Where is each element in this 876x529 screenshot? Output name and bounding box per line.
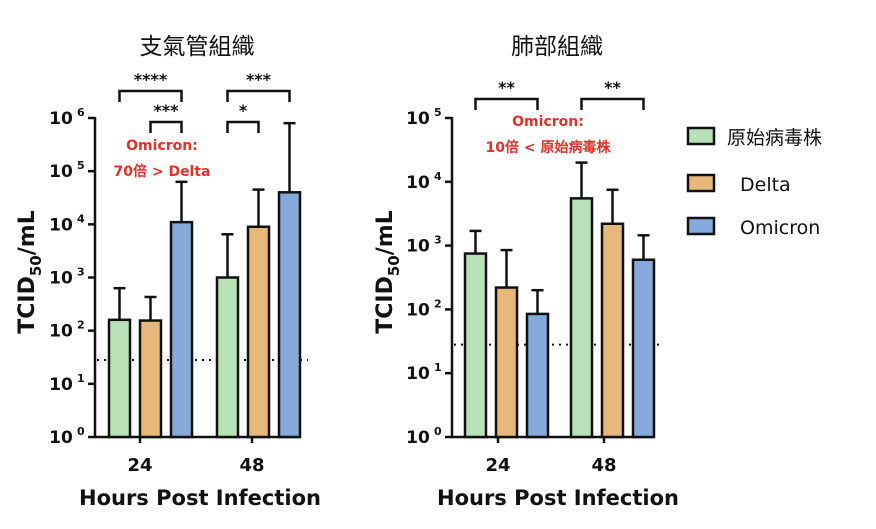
- significance-bracket: [580, 97, 645, 110]
- y-tick-label: 10: [49, 215, 73, 235]
- y-tick-exponent: 0: [434, 425, 442, 438]
- y-tick-exponent: 5: [77, 159, 85, 172]
- bar: [463, 252, 488, 439]
- panel-title: 支氣管組織: [140, 34, 255, 60]
- bar: [169, 220, 194, 439]
- significance-brackets: ** **: [474, 78, 645, 110]
- y-tick-label: 10: [49, 269, 73, 289]
- y-tick-exponent: 4: [77, 212, 85, 225]
- y-tick-label: 10: [406, 428, 430, 448]
- annotation-line-1: Omicron:: [126, 138, 198, 154]
- y-tick-label: 10: [49, 162, 73, 182]
- y-tick-exponent: 6: [77, 106, 85, 119]
- bars: [107, 121, 302, 439]
- bar: [246, 225, 271, 439]
- x-tick-label: 48: [239, 455, 264, 476]
- x-tick-label: 48: [591, 455, 616, 476]
- bar: [277, 191, 302, 439]
- x-axis-label: Hours Post Infection: [437, 486, 679, 510]
- y-tick-exponent: 2: [77, 319, 85, 332]
- y-tick-exponent: 1: [434, 361, 442, 374]
- annotation-line-1: Omicron:: [512, 114, 584, 130]
- annotation-line-2: 70倍 > Delta: [113, 163, 210, 180]
- y-tick-label: 10: [49, 375, 73, 395]
- y-tick-label: 10: [49, 109, 73, 129]
- panel-title: 肺部組織: [511, 34, 603, 60]
- x-axis-label: Hours Post Infection: [79, 486, 321, 510]
- y-tick-exponent: 5: [434, 106, 442, 119]
- y-tick-label: 10: [406, 173, 430, 193]
- significance-bracket: [149, 120, 183, 133]
- y-tick-label: 10: [406, 237, 430, 257]
- y-tick-label: 10: [406, 364, 430, 384]
- annotation-line-2: 10倍 < 原始病毒株: [486, 139, 612, 156]
- bar: [600, 222, 625, 439]
- bar: [494, 286, 519, 439]
- bar: [107, 318, 132, 439]
- panel-lung: 肺部組織 10 0 10 1 10 2 10 3 10 4 10 5 24 48 ** ** Omicron…: [373, 34, 679, 510]
- bars: [463, 161, 656, 439]
- y-tick-exponent: 2: [434, 297, 442, 310]
- x-tick-label: 24: [485, 455, 510, 476]
- significance-label: ***: [246, 70, 272, 89]
- significance-bracket: [226, 120, 260, 133]
- legend: 原始病毒株 Delta Omicron: [686, 126, 822, 239]
- y-tick-label: 10: [49, 322, 73, 342]
- significance-label: **: [604, 78, 621, 97]
- bar: [215, 276, 240, 439]
- significance-bracket: [226, 89, 291, 102]
- axes: 10 0 10 1 10 2 10 3 10 4 10 5 24 48: [406, 106, 660, 476]
- bar: [569, 197, 594, 439]
- legend-swatch-omicron: [686, 216, 716, 236]
- y-tick-exponent: 3: [77, 266, 85, 279]
- y-tick-label: 10: [49, 428, 73, 448]
- significance-brackets: ***********: [118, 70, 291, 133]
- y-tick-exponent: 1: [77, 372, 85, 385]
- y-tick-exponent: 3: [434, 234, 442, 247]
- y-axis-label: TCID50/mL: [15, 210, 45, 333]
- significance-bracket: [118, 89, 183, 102]
- significance-label: ****: [134, 70, 168, 89]
- legend-swatch-delta: [686, 173, 716, 193]
- legend-swatch-ancestral: [686, 126, 716, 146]
- y-tick-exponent: 0: [77, 425, 85, 438]
- axes: 10 0 10 1 10 2 10 3 10 4 10 5 10 6 24 48: [49, 106, 308, 476]
- bar: [138, 319, 163, 439]
- legend-label-omicron: Omicron: [740, 217, 820, 239]
- significance-label: ***: [153, 101, 179, 120]
- y-tick-label: 10: [406, 109, 430, 129]
- bar: [525, 312, 550, 439]
- significance-bracket: [474, 97, 539, 110]
- legend-label-delta: Delta: [740, 174, 791, 196]
- legend-label-ancestral: 原始病毒株: [727, 127, 822, 149]
- significance-label: **: [498, 78, 515, 97]
- y-axis-label: TCID50/mL: [373, 210, 403, 333]
- y-tick-label: 10: [406, 300, 430, 320]
- significance-label: *: [239, 101, 248, 120]
- x-tick-label: 24: [127, 455, 152, 476]
- bar: [631, 258, 656, 439]
- y-tick-exponent: 4: [434, 170, 442, 183]
